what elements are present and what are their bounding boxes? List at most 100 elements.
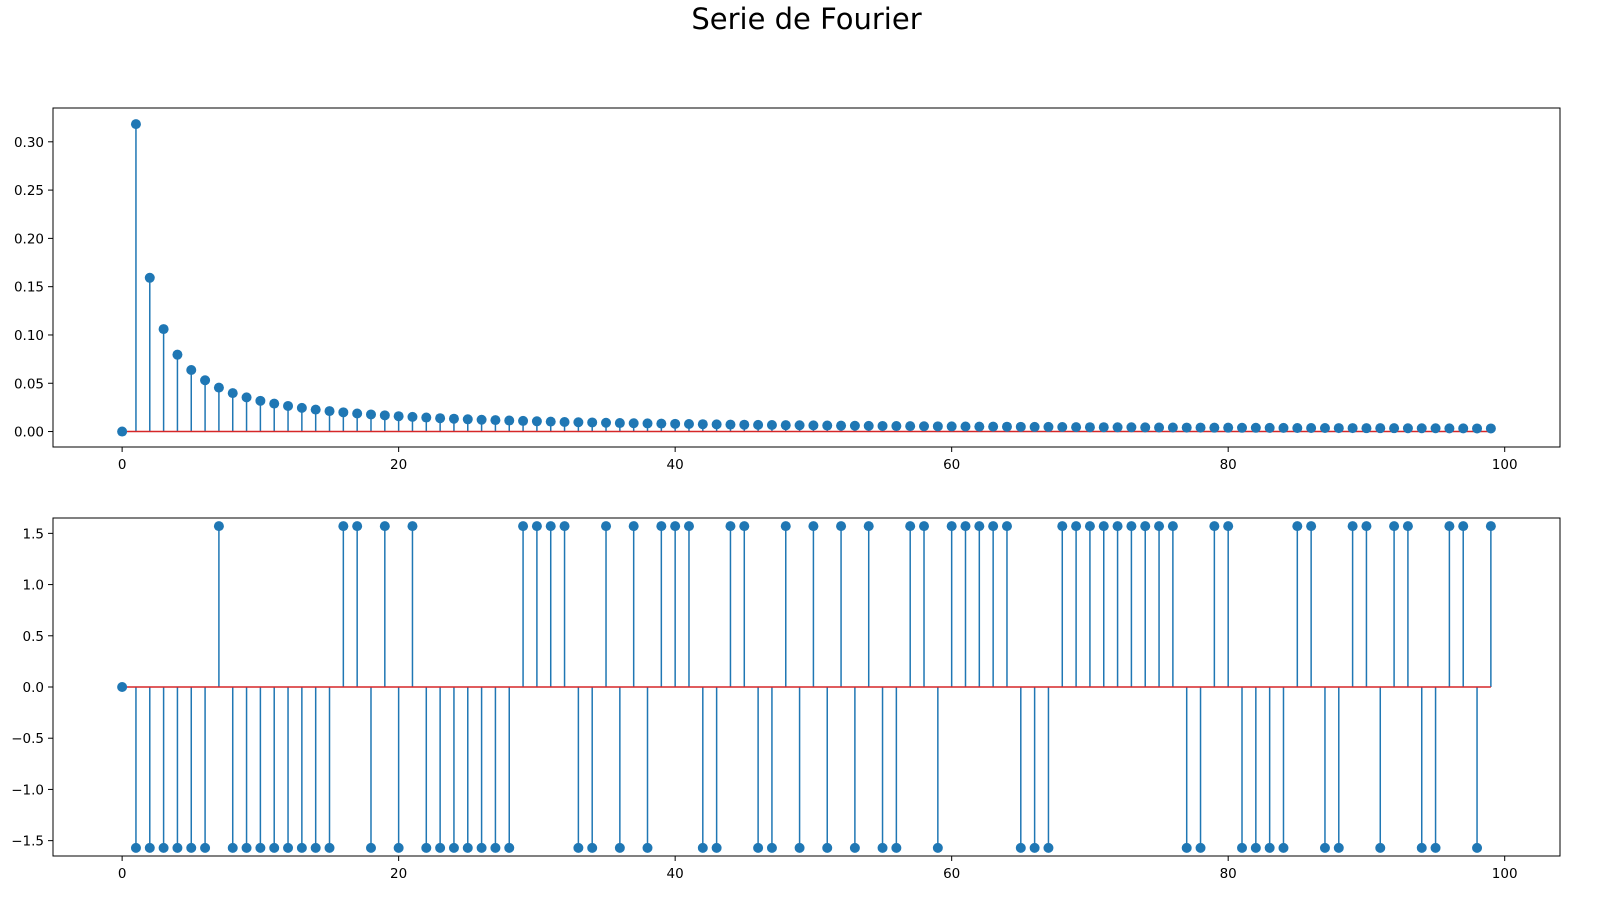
stem-marker xyxy=(697,419,708,430)
y-tick-label: 0.30 xyxy=(14,135,44,151)
stem-marker xyxy=(1223,422,1234,433)
stem-marker xyxy=(808,420,819,431)
stem-marker xyxy=(518,521,529,532)
stem-marker xyxy=(1140,521,1151,532)
stem-marker xyxy=(1167,521,1178,532)
stem-marker xyxy=(683,419,694,430)
stem-marker xyxy=(462,414,473,425)
stem-marker xyxy=(725,419,736,430)
stem-marker xyxy=(1126,521,1137,532)
stem-marker xyxy=(1181,842,1192,853)
stem-marker xyxy=(476,414,487,425)
stem-marker xyxy=(379,410,390,421)
magnitude-stem-plot: 0 20 40 60 80 100 0.00 0.05 0.10 0.15 0.20 0.25 0.30 xyxy=(14,107,1561,473)
stem-marker xyxy=(988,521,999,532)
stem-marker xyxy=(531,521,542,532)
stem-marker xyxy=(144,842,155,853)
stem-marker xyxy=(1319,422,1330,433)
stem-marker xyxy=(1319,842,1330,853)
stem-marker xyxy=(1458,423,1469,434)
stem-marker xyxy=(1167,422,1178,433)
stem-marker xyxy=(531,416,542,427)
stem-marker xyxy=(545,521,556,532)
stem-marker xyxy=(1001,421,1012,432)
stem-marker xyxy=(172,349,183,360)
stem-marker xyxy=(365,842,376,853)
stem-marker xyxy=(1098,521,1109,532)
stem-marker xyxy=(1361,423,1372,434)
stem-marker xyxy=(476,842,487,853)
stem-marker xyxy=(739,521,750,532)
stem-marker xyxy=(1416,842,1427,853)
stem-marker xyxy=(877,842,888,853)
stem-marker xyxy=(711,419,722,430)
stem-marker xyxy=(200,842,211,853)
stem-marker xyxy=(905,421,916,432)
y-tick-label: 0.15 xyxy=(14,280,44,296)
stem-marker xyxy=(863,521,874,532)
x-tick-label: 60 xyxy=(943,457,960,473)
stem-marker xyxy=(117,682,128,692)
x-tick-label: 100 xyxy=(1492,866,1518,882)
y-tick-label: 0.0 xyxy=(23,680,44,696)
y-tick-label: 0.10 xyxy=(14,328,44,344)
stem-marker xyxy=(836,521,847,532)
y-tick-label: 0.25 xyxy=(14,183,44,199)
stem-marker xyxy=(1292,521,1303,532)
stem-marker xyxy=(1472,423,1483,434)
stem-marker xyxy=(130,119,141,130)
stem-marker xyxy=(1140,422,1151,433)
stem-marker xyxy=(614,842,625,853)
stem-marker xyxy=(891,421,902,432)
stem-marker xyxy=(1181,422,1192,433)
stem-marker xyxy=(407,411,418,422)
stem-marker xyxy=(1112,521,1123,532)
stem-marker xyxy=(1375,423,1386,434)
stem-marker xyxy=(1015,842,1026,853)
stem-marker xyxy=(628,418,639,429)
stem-marker xyxy=(988,421,999,432)
stem-marker xyxy=(1071,521,1082,532)
stem-marker xyxy=(1444,521,1455,532)
stem-marker xyxy=(1209,422,1220,433)
stem-marker xyxy=(1278,422,1289,433)
stem-marker xyxy=(794,842,805,853)
x-tick-label: 80 xyxy=(1220,866,1237,882)
x-tick-label: 80 xyxy=(1220,457,1237,473)
stem-marker xyxy=(905,521,916,532)
stem-marker xyxy=(504,842,515,853)
stem-marker xyxy=(1402,521,1413,532)
stem-marker xyxy=(601,417,612,428)
stem-marker xyxy=(1264,422,1275,433)
stem-marker xyxy=(379,521,390,532)
stem-marker xyxy=(683,521,694,532)
stem-marker xyxy=(670,418,681,429)
stem-marker xyxy=(670,521,681,532)
stem-marker xyxy=(1347,423,1358,434)
stem-marker xyxy=(1333,842,1344,853)
stem-marker xyxy=(1306,521,1317,532)
stem-marker xyxy=(504,415,515,426)
stem-marker xyxy=(946,521,957,532)
stem-marker xyxy=(490,842,501,853)
stem-marker xyxy=(1057,422,1068,433)
stem-marker xyxy=(227,388,238,399)
stem-marker xyxy=(1458,521,1469,532)
x-tick-label: 0 xyxy=(118,866,127,882)
stem-marker xyxy=(1389,423,1400,434)
stem-marker xyxy=(573,842,584,853)
stem-marker xyxy=(241,842,252,853)
stem-marker xyxy=(1430,423,1441,434)
stem-marker xyxy=(435,842,446,853)
stem-marker xyxy=(1485,521,1496,532)
y-tick-label: 0.5 xyxy=(23,629,44,645)
stem-marker xyxy=(587,417,598,428)
stem-marker xyxy=(559,416,570,427)
stem-marker xyxy=(891,842,902,853)
stem-marker xyxy=(283,842,294,853)
stem-marker xyxy=(1237,422,1248,433)
stem-marker xyxy=(1209,521,1220,532)
stem-marker xyxy=(324,842,335,853)
stem-marker xyxy=(1264,842,1275,853)
